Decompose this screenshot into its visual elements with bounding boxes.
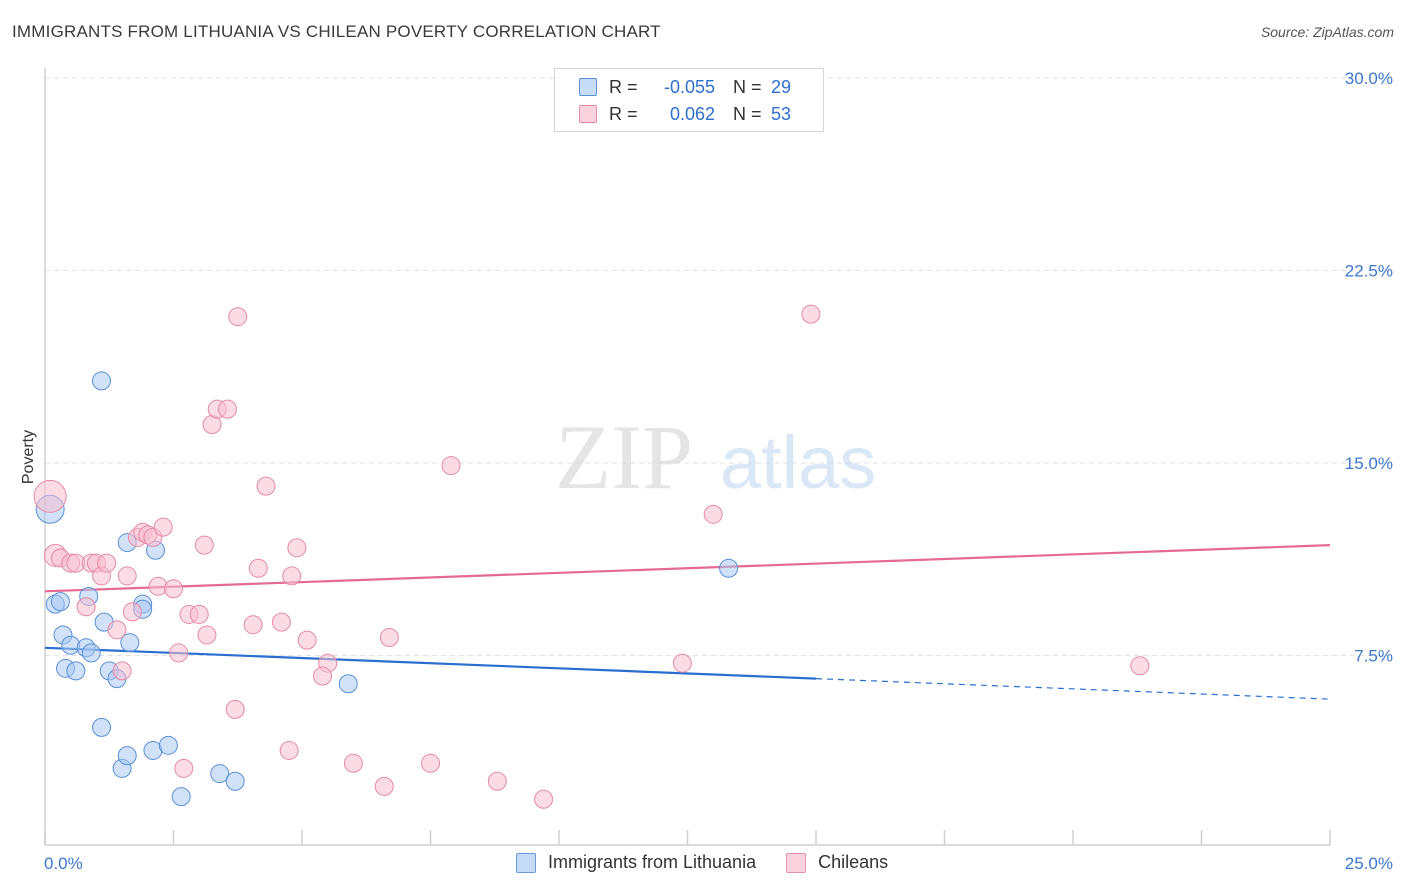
point-chileans <box>297 630 317 650</box>
legend-row-chileans: R = 0.062 N = 53 <box>579 102 791 126</box>
point-lithuania <box>719 558 739 578</box>
point-chileans <box>164 579 183 599</box>
point-chileans <box>279 740 299 760</box>
legend-item-lithuania[interactable]: Immigrants from Lithuania <box>516 852 756 873</box>
point-lithuania <box>225 771 245 791</box>
gridlines <box>45 77 1390 656</box>
source-label: Source: ZipAtlas.com <box>1260 24 1394 40</box>
legend-n-label: N = <box>733 103 762 124</box>
point-chileans <box>703 504 723 524</box>
point-chileans <box>225 699 245 719</box>
y-axis-label: Poverty <box>20 430 37 484</box>
trend-line-extrapolated <box>815 678 1331 700</box>
point-chileans <box>243 615 263 635</box>
point-chileans <box>287 538 307 558</box>
point-chileans <box>117 566 137 586</box>
point-lithuania <box>92 371 112 391</box>
trend-line-chileans <box>44 544 1331 593</box>
point-chileans <box>153 517 173 537</box>
legend-row-lithuania: R = -0.055 N = 29 <box>579 75 791 99</box>
legend-r-label: R = <box>609 103 638 124</box>
x-tick-label: 0.0% <box>44 854 83 873</box>
chart-title: IMMIGRANTS FROM LITHUANIA VS CHILEAN POV… <box>12 22 661 41</box>
legend-n-value: 29 <box>771 76 792 97</box>
point-lithuania <box>171 787 191 807</box>
legend-swatch-lithuania <box>516 852 536 873</box>
point-lithuania <box>92 717 112 737</box>
point-chileans <box>97 553 117 573</box>
y-tick-label: 15.0% <box>1345 454 1393 473</box>
point-chileans <box>374 776 394 796</box>
point-chileans <box>801 304 821 324</box>
legend-r-value: 0.062 <box>669 103 715 124</box>
point-lithuania <box>117 746 137 766</box>
watermark-zip: ZIP <box>555 406 693 508</box>
point-chileans <box>194 535 214 555</box>
y-tick-label: 22.5% <box>1345 262 1393 281</box>
legend-swatch-lithuania <box>579 78 597 96</box>
point-lithuania <box>210 764 230 784</box>
axes <box>44 68 1331 846</box>
trend-lines <box>44 544 1331 700</box>
point-lithuania <box>66 661 86 681</box>
point-chileans <box>33 479 67 513</box>
y-tick-label: 30.0% <box>1345 69 1393 88</box>
tick-labels: 7.5% 15.0% 22.5% 30.0% 0.0% 25.0% <box>44 69 1393 873</box>
point-chileans <box>282 566 302 586</box>
legend-swatch-chileans <box>786 852 807 873</box>
point-chileans <box>76 597 96 617</box>
legend-swatch-chileans <box>579 105 597 123</box>
legend-r-label: R = <box>609 76 638 97</box>
watermark-atlas: atlas <box>720 421 876 504</box>
y-tick-label: 7.5% <box>1354 647 1393 666</box>
point-chileans <box>672 653 692 673</box>
point-chileans <box>256 476 276 496</box>
point-chileans <box>421 753 440 773</box>
legend-label-lithuania: Immigrants from Lithuania <box>548 852 757 872</box>
point-lithuania <box>50 592 70 612</box>
point-chileans <box>487 771 507 791</box>
point-chileans <box>313 666 333 686</box>
data-points <box>33 304 1150 809</box>
point-chileans <box>107 620 127 640</box>
point-lithuania <box>81 643 101 663</box>
point-chileans <box>112 661 132 681</box>
x-tick-label: 25.0% <box>1345 854 1393 873</box>
point-chileans <box>1130 656 1150 676</box>
trend-line-lithuania <box>44 646 817 680</box>
point-chileans <box>174 758 194 778</box>
point-lithuania <box>120 633 140 653</box>
watermark: ZIP atlas <box>555 406 876 508</box>
point-chileans <box>228 307 248 327</box>
series-legend: Immigrants from Lithuania Chileans <box>516 852 918 873</box>
point-chileans <box>379 628 399 648</box>
point-chileans <box>441 456 461 476</box>
point-chileans <box>122 602 142 622</box>
point-chileans <box>169 643 189 663</box>
legend-r-value: -0.055 <box>663 76 715 97</box>
point-chileans <box>197 625 217 645</box>
legend-label-chileans: Chileans <box>818 852 889 872</box>
point-lithuania <box>158 735 178 755</box>
point-chileans <box>189 604 209 624</box>
point-chileans <box>217 399 237 419</box>
legend-item-chileans[interactable]: Chileans <box>786 852 888 873</box>
point-chileans <box>271 612 291 632</box>
point-chileans <box>343 753 363 773</box>
correlation-legend: R = -0.055 N = 29 R = 0.062 N = 53 <box>554 68 824 132</box>
point-lithuania <box>338 674 358 694</box>
legend-n-label: N = <box>733 76 762 97</box>
point-chileans <box>248 558 268 578</box>
point-chileans <box>534 789 554 809</box>
legend-n-value: 53 <box>771 103 792 124</box>
